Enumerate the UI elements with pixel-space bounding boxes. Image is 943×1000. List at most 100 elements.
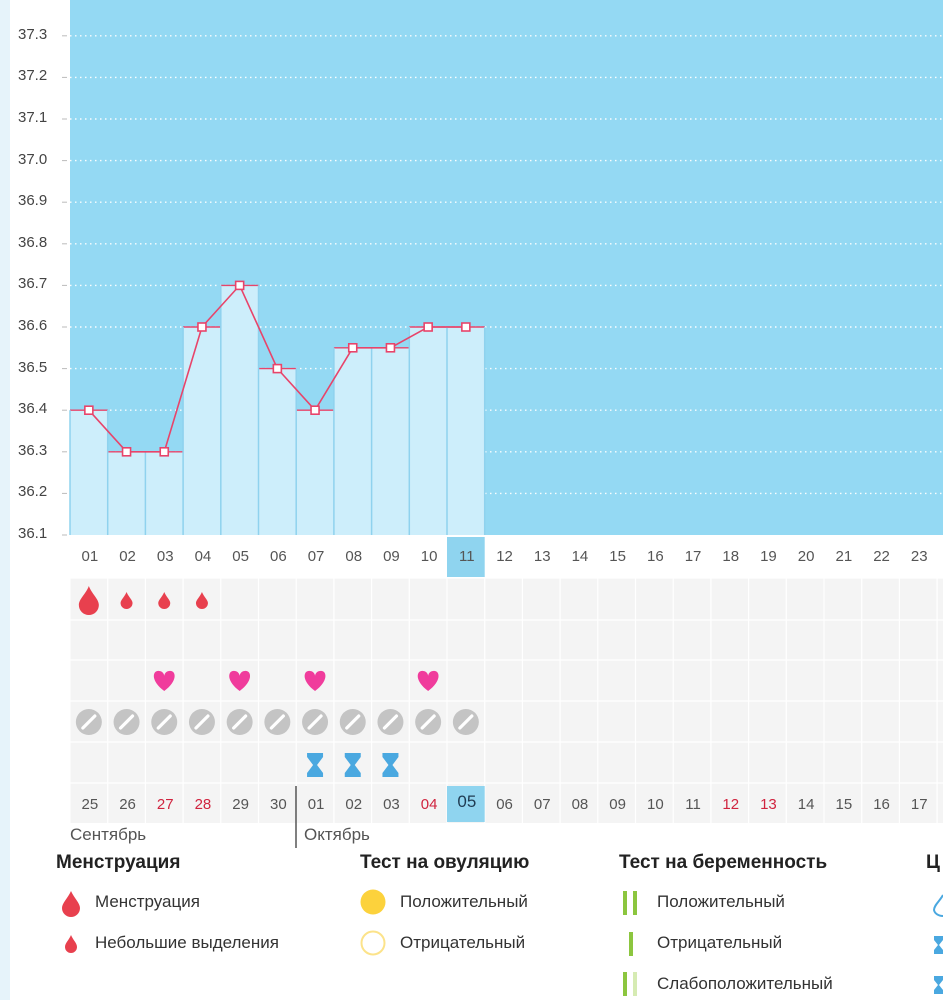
cycle-day-label[interactable]: 08 [345,548,363,565]
y-tick-label: 37.1 [18,109,48,126]
cycle-day-label[interactable]: 12 [496,548,513,565]
cycle-day-label[interactable]: 07 [307,548,325,565]
y-tick-label: 36.2 [18,483,48,501]
pregnancy-positive-icon [623,891,637,915]
cycle-day-label[interactable]: 23 [910,548,928,565]
cycle-day-label[interactable]: 22 [873,548,890,565]
calendar-date-label[interactable]: 26 [119,796,136,813]
cycle-day-label[interactable]: 13 [533,548,551,565]
current-date-highlight [447,786,485,822]
y-tick-label: 36.4 [18,400,48,418]
legend-item-ovulation-negative: Отрицательный [400,933,526,952]
hourglass-icon [307,753,324,777]
temp-bar [258,368,297,535]
legend-item-pregnancy-weak-positive: Слабоположительный [657,974,833,993]
note-icon-stroke [156,714,172,730]
temperature-point [461,322,471,332]
cycle-day-label[interactable]: 20 [797,548,815,565]
small-drop-icon [120,592,133,609]
legend-item-ovulation-positive: Положительный [400,892,528,911]
calendar-date-label[interactable]: 09 [609,796,626,813]
cervical-hourglass-icon [934,936,943,954]
cycle-day-label[interactable]: 17 [684,548,702,565]
note-icon-stroke [118,714,135,730]
small-drop-icon [158,592,171,609]
menstruation-drop-icon [78,586,99,615]
legend-title-menstruation: Менструация [56,852,181,873]
temperature-point [423,322,433,332]
cervical-hourglass-icon-2 [934,976,943,994]
calendar-date-label[interactable]: 28 [194,796,212,813]
temperature-point [197,322,207,332]
calendar-date-label[interactable]: 25 [81,796,99,813]
calendar-date-label[interactable]: 06 [496,796,513,813]
legend-item-pregnancy-positive: Положительный [657,892,785,911]
calendar-date-label[interactable]: 16 [873,796,890,813]
calendar-date-label[interactable]: 17 [910,796,928,813]
temperature-point [347,342,358,353]
calendar-date-label[interactable]: 29 [232,796,249,813]
cycle-day-label[interactable]: 09 [383,548,400,565]
cycle-day-current[interactable]: 11 [459,548,475,565]
cycle-day-label[interactable]: 16 [647,548,664,565]
note-icon-stroke [458,714,474,730]
y-tick-label: 37.0 [18,150,48,168]
cycle-day-label[interactable]: 14 [571,548,589,565]
calendar-date-label[interactable]: 03 [383,796,400,813]
cycle-day-label[interactable]: 15 [609,548,626,565]
legend-item-pregnancy-negative: Отрицательный [657,933,783,952]
pregnancy-weak-positive-icon [623,972,637,996]
heart-icon [153,670,175,691]
y-tick-label: 36.1 [18,525,48,542]
temperature-point [272,363,283,374]
temperature-point [159,446,170,457]
small-drop-icon [195,592,208,609]
calendar-date-label[interactable]: 01 [307,796,325,813]
calendar-date-label[interactable]: 13 [760,796,777,813]
y-tick-label: 36.8 [18,233,48,251]
heart-icon [229,670,251,691]
left-edge [0,0,10,1000]
cycle-day-label[interactable]: 04 [194,548,212,565]
month-label-september: Сентябрь [70,825,147,844]
legend-title-pregnancy-test: Тест на беременность [619,852,828,873]
temperature-point [84,405,94,416]
calendar-date-label[interactable]: 14 [797,796,815,813]
cycle-day-label[interactable]: 02 [119,548,136,565]
temp-bar [183,327,221,535]
note-icon-stroke [194,714,210,730]
cycle-day-label[interactable]: 05 [232,548,249,565]
cycle-day-label[interactable]: 18 [722,548,740,565]
cycle-day-label[interactable]: 21 [835,548,853,565]
cycle-day-label[interactable]: 01 [81,548,99,565]
cycle-day-label[interactable]: 03 [156,548,174,565]
cycle-day-label[interactable]: 19 [760,548,777,565]
calendar-date-label[interactable]: 04 [420,796,438,813]
calendar-date-label[interactable]: 07 [533,796,551,813]
calendar-date-label[interactable]: 15 [835,796,853,813]
y-tick-label: 37.2 [18,67,48,85]
calendar-date-label[interactable]: 27 [156,796,174,813]
cycle-day-label[interactable]: 06 [270,548,287,565]
calendar-date-label[interactable]: 10 [647,796,664,813]
y-tick-label: 36.6 [18,317,48,334]
y-tick-label: 37.3 [18,25,48,43]
calendar-date-label[interactable]: 11 [685,796,701,813]
hourglass-icon [382,753,399,777]
calendar-date-label[interactable]: 02 [345,796,363,813]
calendar-date-label[interactable]: 08 [571,796,589,813]
y-tick-label: 36.3 [18,441,48,459]
calendar-date-label[interactable]: 30 [270,796,287,813]
small-drop-icon [65,935,77,953]
heart-icon [417,670,439,691]
cervical-drop-icon [932,894,943,918]
note-icon-stroke [420,714,436,730]
note-icon-stroke [269,714,285,730]
calendar-date-label[interactable]: 12 [722,796,740,813]
calendar-date-current[interactable]: 05 [457,792,477,811]
temp-bar [371,347,410,535]
cycle-day-label[interactable]: 10 [420,548,438,565]
temperature-point [385,342,396,353]
heart-icon [304,670,326,691]
